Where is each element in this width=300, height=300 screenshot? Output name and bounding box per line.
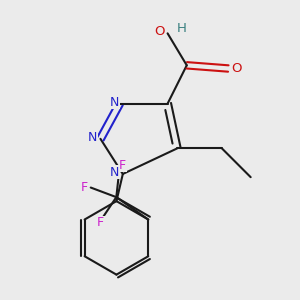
Text: N: N <box>88 131 97 144</box>
Text: F: F <box>97 216 104 229</box>
Text: N: N <box>110 166 119 179</box>
Text: F: F <box>81 181 88 194</box>
Text: H: H <box>177 22 187 35</box>
Text: O: O <box>231 62 242 75</box>
Text: O: O <box>154 25 165 38</box>
Text: N: N <box>110 96 119 109</box>
Text: F: F <box>119 159 126 172</box>
